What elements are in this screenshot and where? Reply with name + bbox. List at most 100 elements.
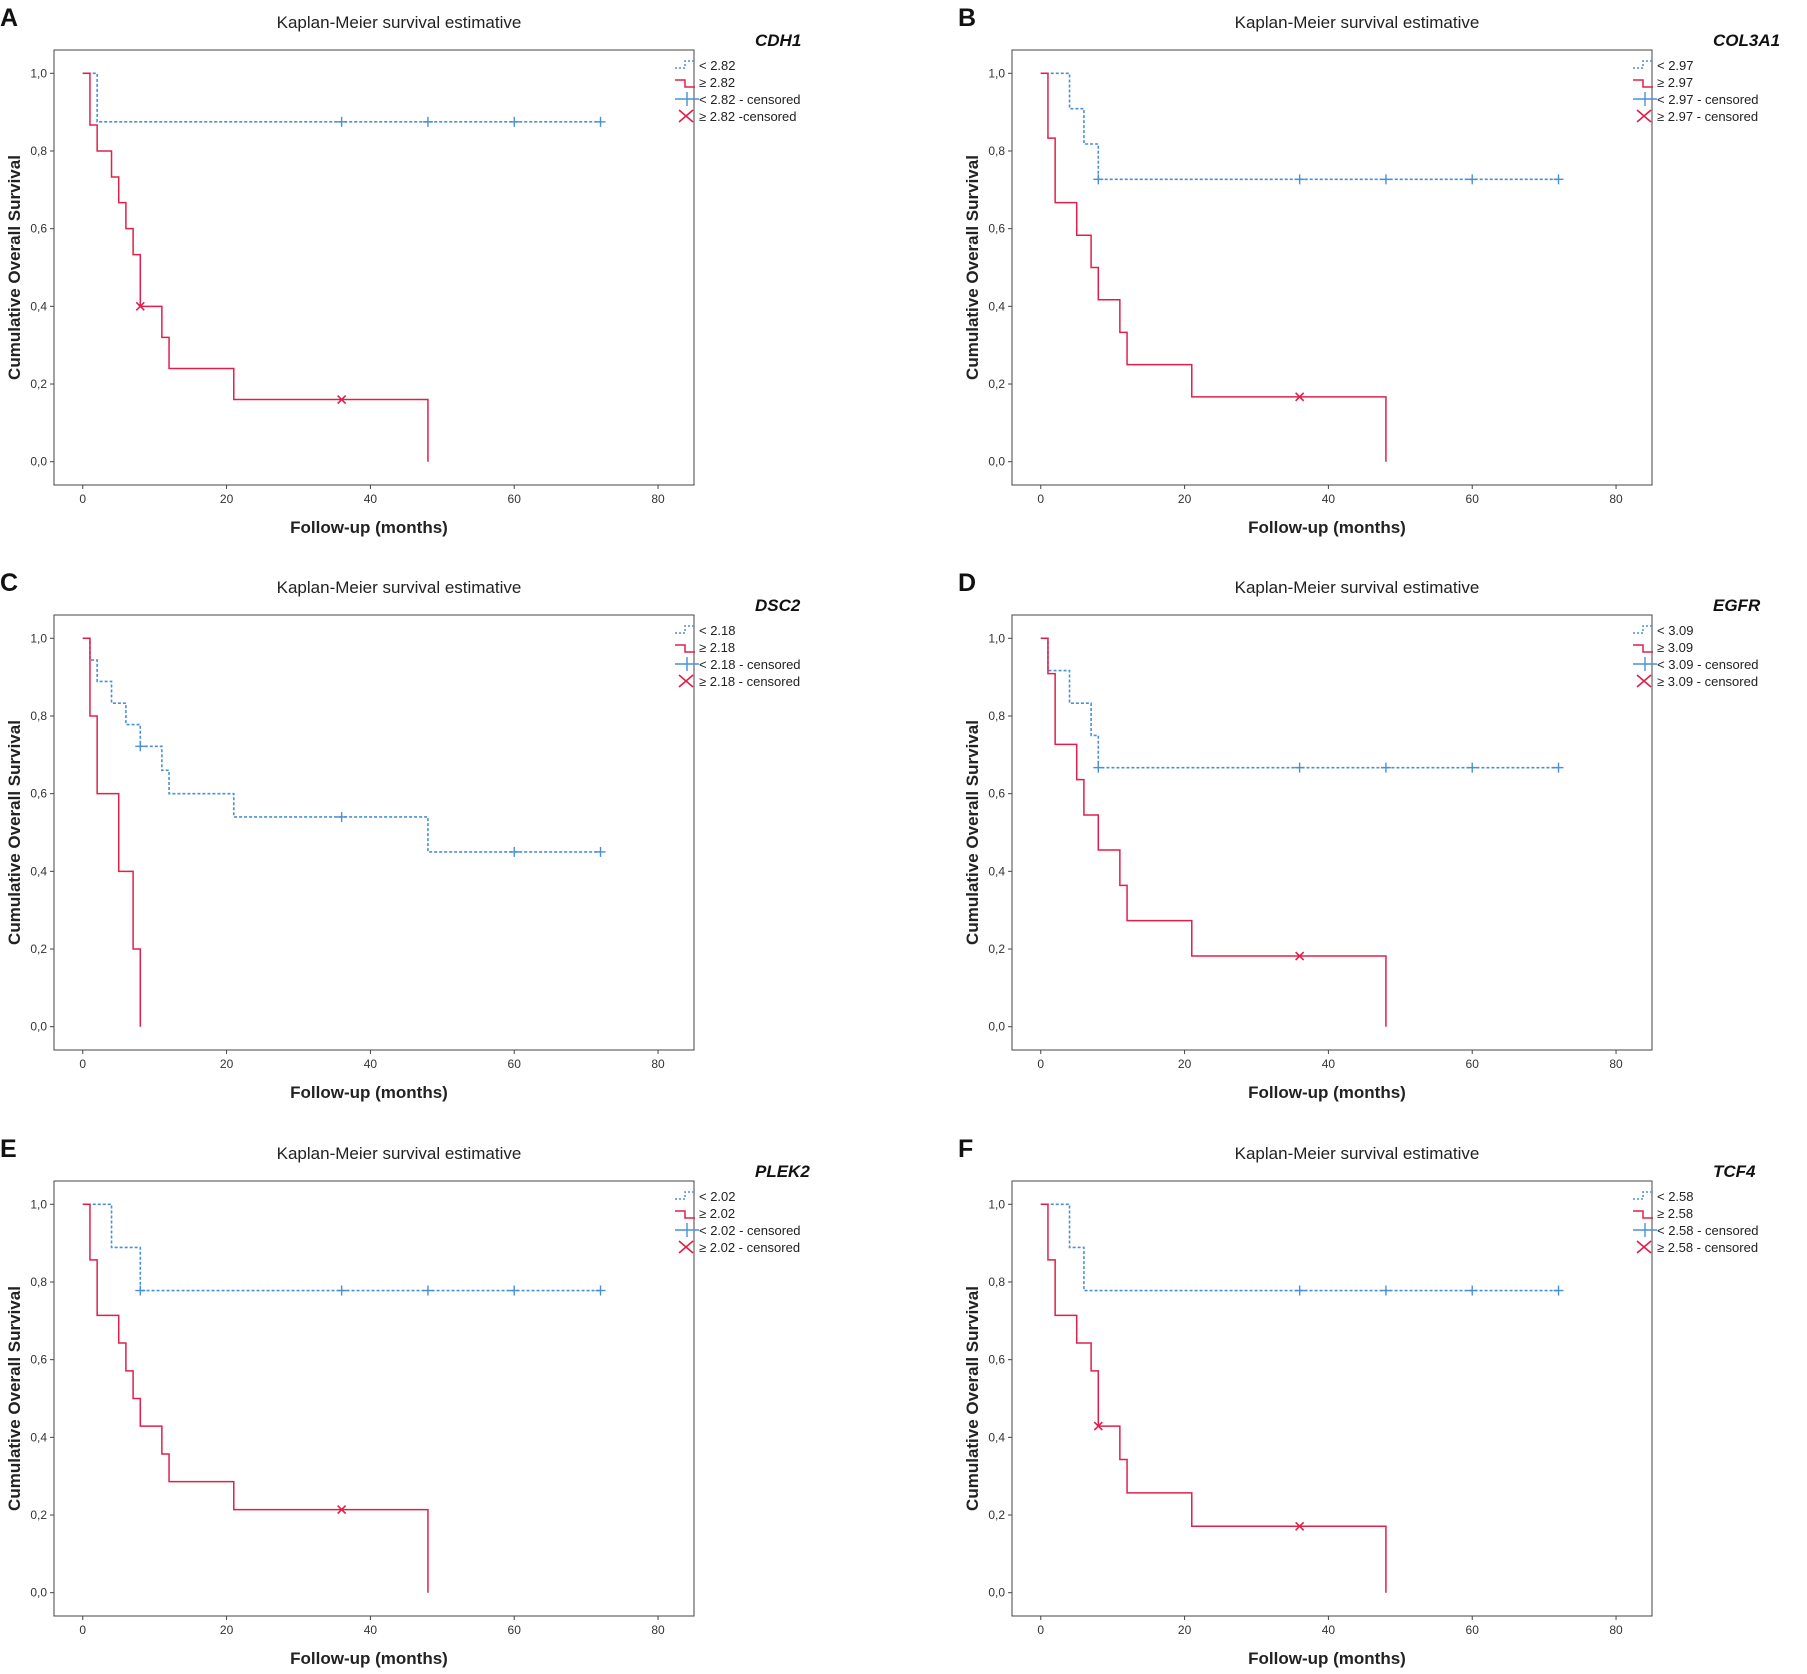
survival-curve-high-a [82,72,429,462]
panel-a: A Kaplan-Meier survival estimative 0,0 0,2 0… [0,4,801,537]
survival-curve-high-c [82,637,142,1027]
y-tick-label-c-1: 0,2 [30,942,47,956]
y-tick-label-d-4: 0,8 [988,709,1005,723]
survival-curve-low-d [1040,637,1559,769]
legend-swatch-high-censored-b-b [1636,109,1652,123]
legend-label-low-censored-b: < 2.97 - censored [1657,92,1759,107]
legend-label-high-a: ≥ 2.82 [699,75,735,90]
y-tick-label-f-2: 0,4 [988,1430,1005,1444]
panel-letter-f: F [958,1135,973,1163]
y-axis-label-a: Cumulative Overall Survival [5,155,24,380]
plot-frame-c [53,614,695,1051]
legend-label-high-censored-a: ≥ 2.82 -censored [699,109,796,124]
y-tick-label-f-1: 0,2 [988,1508,1005,1522]
x-axis-label-a: Follow-up (months) [290,518,448,537]
y-tick-label-a-0: 0,0 [30,455,47,469]
legend-label-low-f: < 2.58 [1657,1189,1694,1204]
x-tick-label-b-4: 80 [1609,492,1623,506]
legend-c: DSC2 < 2.18 ≥ 2.18 < 2.18 - censored ≥ 2.18 … [675,596,801,689]
legend-label-low-censored-e: < 2.02 - censored [699,1223,801,1238]
x-axis-label-b: Follow-up (months) [1248,518,1406,537]
x-tick-label-d-1: 20 [1178,1057,1192,1071]
x-tick-label-e-0: 0 [79,1623,86,1637]
x-tick-label-b-3: 60 [1466,492,1480,506]
y-axis-label-e: Cumulative Overall Survival [5,1286,24,1511]
y-tick-label-c-2: 0,4 [30,864,47,878]
y-axis-label-b: Cumulative Overall Survival [963,155,982,380]
legend-swatch-high-f [1633,1210,1653,1219]
y-tick-label-a-4: 0,8 [30,144,47,158]
legend-label-low-censored-a: < 2.82 - censored [699,92,801,107]
y-tick-label-f-4: 0,8 [988,1275,1005,1289]
censored-mark-high-e-0-b [337,1505,347,1515]
legend-swatch-high-c [675,644,695,653]
legend-swatch-low-a [675,60,695,69]
panel-b: B Kaplan-Meier survival estimative 0,0 0,2 0… [958,4,1780,537]
x-tick-label-d-4: 80 [1609,1057,1623,1071]
legend-e: PLEK2 < 2.02 ≥ 2.02 < 2.02 - censored ≥ 2.02… [675,1162,810,1255]
x-tick-label-f-1: 20 [1178,1623,1192,1637]
survival-curve-low-c [82,637,601,853]
y-tick-label-f-0: 0,0 [988,1586,1005,1600]
legend-label-low-a: < 2.82 [699,58,736,73]
panel-d: D Kaplan-Meier survival estimative 0,0 0,2 0… [958,569,1761,1102]
legend-swatch-high-d [1633,644,1653,653]
legend-swatch-high-censored-b-c [678,674,694,688]
survival-curve-high-f [1040,1203,1387,1593]
y-tick-label-a-5: 1,0 [30,66,47,80]
legend-label-low-censored-c: < 2.18 - censored [699,657,801,672]
panel-letter-a: A [0,4,18,32]
legend-label-high-c: ≥ 2.18 [699,640,735,655]
x-tick-label-a-2: 40 [364,492,378,506]
y-tick-label-e-2: 0,4 [30,1430,47,1444]
legend-gene-e: PLEK2 [755,1162,810,1181]
panel-letter-e: E [0,1135,17,1163]
legend-label-high-censored-c: ≥ 2.18 - censored [699,674,800,689]
y-tick-label-a-3: 0,6 [30,222,47,236]
x-tick-label-e-4: 80 [651,1623,665,1637]
legend-label-high-censored-d: ≥ 3.09 - censored [1657,674,1758,689]
plot-frame-f [1011,1180,1653,1617]
legend-gene-a: CDH1 [755,31,801,50]
legend-gene-f: TCF4 [1713,1162,1756,1181]
panel-e: E Kaplan-Meier survival estimative 0,0 0,2 0… [0,1135,810,1668]
panel-letter-b: B [958,4,976,32]
x-tick-label-e-3: 60 [508,1623,522,1637]
x-axis-label-f: Follow-up (months) [1248,1649,1406,1668]
chart-title-e: Kaplan-Meier survival estimative [277,1144,522,1163]
x-tick-label-f-2: 40 [1322,1623,1336,1637]
y-tick-label-d-2: 0,4 [988,864,1005,878]
survival-curve-low-a [82,72,601,123]
plot-frame-d [1011,614,1653,1051]
legend-swatch-high-censored-b-d [1636,674,1652,688]
x-tick-label-a-3: 60 [508,492,522,506]
survival-curve-high-d [1040,637,1387,1027]
censored-mark-high-a-0-b [135,301,145,311]
chart-title-d: Kaplan-Meier survival estimative [1235,578,1480,597]
legend-gene-c: DSC2 [755,596,801,615]
survival-curve-low-e [82,1203,601,1292]
y-tick-label-c-4: 0,8 [30,709,47,723]
y-tick-label-a-2: 0,4 [30,299,47,313]
y-tick-label-f-5: 1,0 [988,1197,1005,1211]
x-tick-label-d-3: 60 [1466,1057,1480,1071]
x-axis-label-c: Follow-up (months) [290,1083,448,1102]
legend-swatch-low-e [675,1191,695,1200]
legend-swatch-low-d [1633,625,1653,634]
y-tick-label-b-1: 0,2 [988,377,1005,391]
survival-curve-low-b [1040,72,1559,181]
chart-title-f: Kaplan-Meier survival estimative [1235,1144,1480,1163]
y-tick-label-d-0: 0,0 [988,1020,1005,1034]
y-tick-label-f-3: 0,6 [988,1353,1005,1367]
legend-swatch-high-b [1633,79,1653,88]
legend-swatch-low-b [1633,60,1653,69]
x-tick-label-d-2: 40 [1322,1057,1336,1071]
legend-b: COL3A1 < 2.97 ≥ 2.97 < 2.97 - censored ≥ 2.9… [1633,31,1780,124]
censored-mark-high-b-0-b [1295,392,1305,402]
censored-mark-high-f-1-b [1295,1521,1305,1531]
chart-title-c: Kaplan-Meier survival estimative [277,578,522,597]
legend-d: EGFR < 3.09 ≥ 3.09 < 3.09 - censored ≥ 3.09 … [1633,596,1761,689]
legend-swatch-high-e [675,1210,695,1219]
x-tick-label-c-1: 20 [220,1057,234,1071]
